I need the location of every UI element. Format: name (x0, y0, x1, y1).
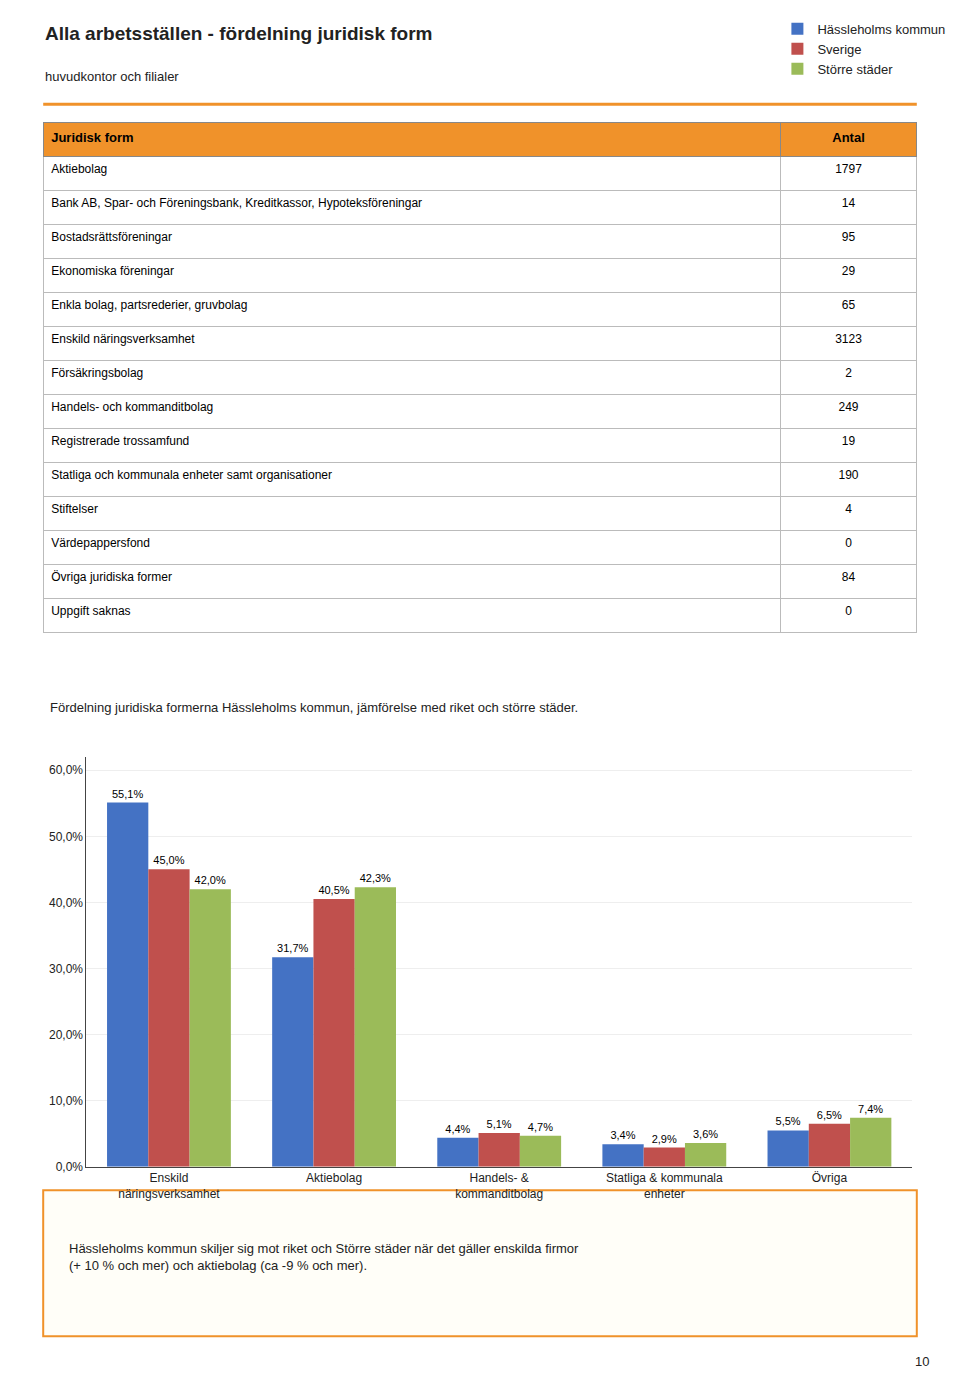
svg-text:14: 14 (842, 196, 856, 210)
svg-text:Handels- och kommanditbolag: Handels- och kommanditbolag (51, 400, 213, 414)
svg-text:7,4%: 7,4% (858, 1103, 883, 1115)
svg-text:Försäkringsbolag: Försäkringsbolag (51, 366, 143, 380)
svg-text:Större städer: Större städer (817, 62, 893, 77)
svg-text:Antal: Antal (832, 130, 865, 145)
svg-text:Enskild näringsverksamhet: Enskild näringsverksamhet (51, 332, 195, 346)
svg-text:10: 10 (915, 1354, 929, 1369)
svg-text:huvudkontor och filialer: huvudkontor och filialer (45, 69, 179, 84)
svg-text:4,7%: 4,7% (528, 1121, 553, 1133)
svg-text:3123: 3123 (835, 332, 862, 346)
svg-text:40,5%: 40,5% (318, 884, 349, 896)
svg-text:3,6%: 3,6% (693, 1128, 718, 1140)
svg-text:0: 0 (845, 536, 852, 550)
svg-text:Hässleholms kommun: Hässleholms kommun (817, 22, 945, 37)
svg-text:Sverige: Sverige (817, 42, 861, 57)
svg-text:40,0%: 40,0% (49, 896, 83, 910)
svg-text:45,0%: 45,0% (153, 854, 184, 866)
svg-text:95: 95 (842, 230, 856, 244)
svg-text:0,0%: 0,0% (56, 1160, 84, 1174)
svg-text:1797: 1797 (835, 162, 862, 176)
svg-text:Statliga & kommunalaenheter: Statliga & kommunalaenheter (606, 1171, 723, 1201)
svg-text:Fördelning juridiska formerna: Fördelning juridiska formerna Hässleholm… (50, 700, 578, 715)
svg-text:5,1%: 5,1% (487, 1118, 512, 1130)
svg-text:Stiftelser: Stiftelser (51, 502, 98, 516)
svg-text:Övriga juridiska former: Övriga juridiska former (51, 570, 172, 584)
svg-text:Bostadsrättsföreningar: Bostadsrättsföreningar (51, 230, 172, 244)
svg-text:50,0%: 50,0% (49, 830, 83, 844)
svg-text:5,5%: 5,5% (776, 1115, 801, 1127)
svg-text:Aktiebolag: Aktiebolag (51, 162, 107, 176)
svg-text:Enskildnäringsverksamhet: Enskildnäringsverksamhet (118, 1171, 220, 1201)
svg-text:Enkla bolag, partsrederier, gr: Enkla bolag, partsrederier, gruvbolag (51, 298, 247, 312)
svg-text:Bank AB, Spar- och Föreningsba: Bank AB, Spar- och Föreningsbank, Kredit… (51, 196, 422, 210)
svg-text:30,0%: 30,0% (49, 962, 83, 976)
svg-text:Hässleholms kommun skiljer sig: Hässleholms kommun skiljer sig mot riket… (69, 1241, 579, 1273)
svg-text:Registrerade trossamfund: Registrerade trossamfund (51, 434, 189, 448)
svg-text:84: 84 (842, 570, 856, 584)
svg-text:10,0%: 10,0% (49, 1094, 83, 1108)
svg-text:Ekonomiska föreningar: Ekonomiska föreningar (51, 264, 174, 278)
svg-text:29: 29 (842, 264, 856, 278)
svg-text:Värdepappersfond: Värdepappersfond (51, 536, 150, 550)
svg-text:20,0%: 20,0% (49, 1028, 83, 1042)
svg-text:Alla arbetsställen - fördelnin: Alla arbetsställen - fördelning juridisk… (45, 23, 432, 44)
svg-text:55,1%: 55,1% (112, 788, 143, 800)
svg-text:42,0%: 42,0% (195, 874, 226, 886)
svg-text:4,4%: 4,4% (445, 1123, 470, 1135)
svg-text:2,9%: 2,9% (652, 1133, 677, 1145)
svg-text:Statliga och kommunala enheter: Statliga och kommunala enheter samt orga… (51, 468, 332, 482)
svg-text:Handels- &kommanditbolag: Handels- &kommanditbolag (455, 1171, 543, 1201)
svg-text:249: 249 (839, 400, 859, 414)
svg-text:2: 2 (845, 366, 852, 380)
svg-text:4: 4 (845, 502, 852, 516)
svg-text:19: 19 (842, 434, 856, 448)
svg-text:6,5%: 6,5% (817, 1109, 842, 1121)
svg-text:65: 65 (842, 298, 856, 312)
svg-text:Övriga: Övriga (812, 1171, 848, 1185)
svg-text:3,4%: 3,4% (610, 1129, 635, 1141)
svg-text:Juridisk form: Juridisk form (51, 130, 133, 145)
svg-text:0: 0 (845, 604, 852, 618)
svg-text:60,0%: 60,0% (49, 763, 83, 777)
svg-text:Uppgift saknas: Uppgift saknas (51, 604, 130, 618)
svg-text:31,7%: 31,7% (277, 942, 308, 954)
svg-text:Aktiebolag: Aktiebolag (306, 1171, 362, 1185)
svg-text:190: 190 (839, 468, 859, 482)
svg-text:42,3%: 42,3% (360, 872, 391, 884)
